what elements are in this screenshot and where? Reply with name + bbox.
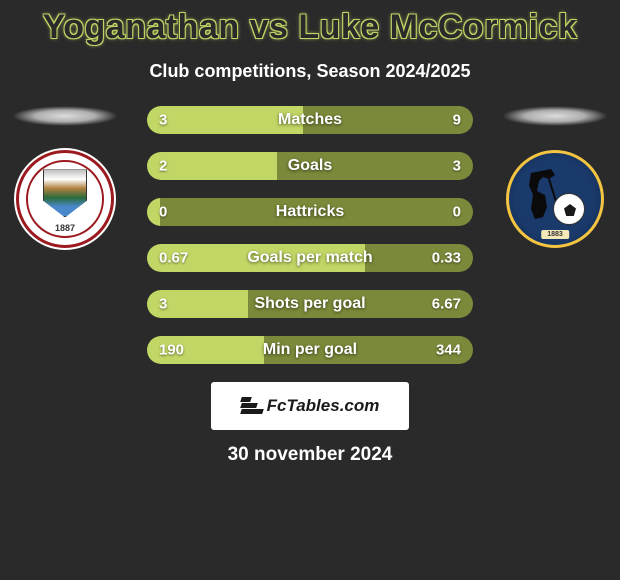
stat-label: Goals per match (247, 249, 372, 267)
stat-row-goals-per-match: 0.67 Goals per match 0.33 (147, 244, 473, 272)
footer-date: 30 november 2024 (0, 444, 620, 466)
stat-right-value: 344 (436, 342, 461, 359)
football-icon (553, 193, 585, 225)
attribution-box: FcTables.com (211, 382, 409, 430)
stat-row-shots-per-goal: 3 Shots per goal 6.67 (147, 290, 473, 318)
shadow-ellipse (12, 106, 118, 126)
barnsley-year: 1887 (55, 223, 75, 233)
stat-right-value: 3 (453, 158, 461, 175)
stat-row-hattricks: 0 Hattricks 0 (147, 198, 473, 226)
stat-left-value: 190 (159, 342, 184, 359)
stat-row-min-per-goal: 190 Min per goal 344 (147, 336, 473, 364)
shadow-ellipse (502, 106, 608, 126)
bristol-rovers-crest: 1883 (506, 150, 604, 248)
page-title: Yoganathan vs Luke McCormick (0, 0, 620, 47)
fctables-logo: FcTables.com (241, 396, 380, 416)
comparison-content: 1887 1883 3 Matches 9 2 Goals (0, 106, 620, 466)
barnsley-crest: 1887 (16, 150, 114, 248)
stat-label: Min per goal (263, 341, 357, 359)
stat-left-value: 3 (159, 296, 167, 313)
stat-left-value: 0 (159, 204, 167, 221)
stat-left-value: 2 (159, 158, 167, 175)
bristol-year: 1883 (541, 230, 569, 239)
stat-right-value: 6.67 (432, 296, 461, 313)
stat-left-value: 3 (159, 112, 167, 129)
stat-right-value: 0 (453, 204, 461, 221)
stat-right-value: 0.33 (432, 250, 461, 267)
stat-label: Matches (278, 111, 342, 129)
stripes-icon (241, 397, 263, 415)
stat-bars: 3 Matches 9 2 Goals 3 0 Hattricks 0 0.67… (147, 106, 473, 364)
attribution-text: FcTables.com (267, 396, 380, 416)
stat-label: Shots per goal (254, 295, 365, 313)
stat-left-value: 0.67 (159, 250, 188, 267)
stat-label: Hattricks (276, 203, 344, 221)
right-team-area: 1883 (490, 106, 620, 248)
stat-row-goals: 2 Goals 3 (147, 152, 473, 180)
stat-label: Goals (288, 157, 332, 175)
left-team-area: 1887 (0, 106, 130, 248)
stat-right-value: 9 (453, 112, 461, 129)
stat-row-matches: 3 Matches 9 (147, 106, 473, 134)
page-subtitle: Club competitions, Season 2024/2025 (0, 61, 620, 82)
